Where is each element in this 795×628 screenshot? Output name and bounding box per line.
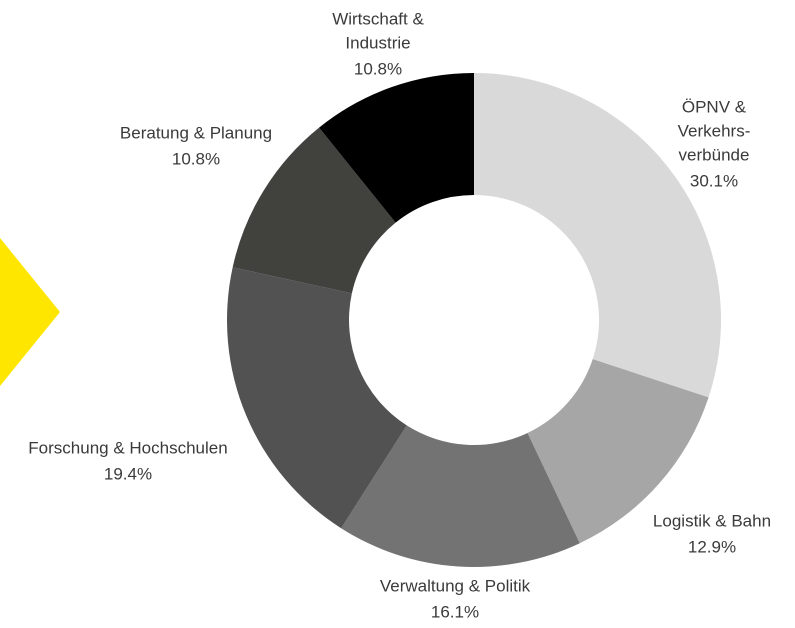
donut-segment bbox=[341, 425, 580, 568]
value-label: 10.8% bbox=[172, 149, 220, 168]
category-label: Verkehrs- bbox=[678, 121, 751, 140]
category-label: Verwaltung & Politik bbox=[380, 576, 531, 595]
donut-segment bbox=[227, 267, 407, 529]
value-label: 16.1% bbox=[431, 602, 479, 621]
category-label: Wirtschaft & bbox=[332, 9, 424, 28]
category-label: verbünde bbox=[679, 145, 750, 164]
category-label: Forschung & Hochschulen bbox=[28, 438, 227, 457]
value-label: 30.1% bbox=[690, 171, 738, 190]
decoration-triangle bbox=[0, 238, 60, 386]
category-label: Industrie bbox=[345, 33, 410, 52]
donut-segment bbox=[474, 73, 721, 398]
donut-segment bbox=[527, 359, 709, 544]
category-label: Logistik & Bahn bbox=[653, 511, 771, 530]
donut-segment bbox=[319, 73, 474, 223]
donut-segment bbox=[232, 127, 396, 294]
value-label: 10.8% bbox=[354, 59, 402, 78]
category-label: ÖPNV & bbox=[682, 97, 747, 116]
value-label: 19.4% bbox=[104, 464, 152, 483]
value-label: 12.9% bbox=[688, 537, 736, 556]
category-label: Beratung & Planung bbox=[120, 123, 272, 142]
